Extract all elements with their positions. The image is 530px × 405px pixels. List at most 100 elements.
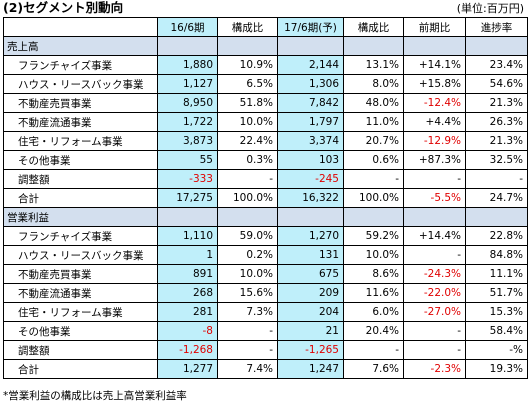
table-cell: 7,842 [277,93,344,113]
table-cell: 7.3% [217,302,278,322]
table-cell: 21 [277,321,344,341]
table-cell: 26.3% [465,112,528,132]
table-row: 不動産売買事業 891 10.0% 675 8.6% -24.3% 11.1% [3,264,528,284]
table-cell: 1,277 [157,359,218,379]
row-label: その他事業 [3,321,158,341]
table-cell: -12.9% [403,131,466,151]
table-cell: 2,144 [277,55,344,75]
row-label: 不動産売買事業 [3,93,158,113]
table-cell: 15.6% [217,283,278,303]
table-cell: - [343,169,404,189]
table-cell: 131 [277,245,344,265]
table-cell: 100.0% [217,188,278,208]
table-cell: 48.0% [343,93,404,113]
table-row: 不動産流通事業 1,722 10.0% 1,797 11.0% +4.4% 26.3% [3,112,528,132]
table-cell: 17,275 [157,188,218,208]
col-header-progress: 進捗率 [465,17,528,37]
header-row: 16/6期 構成比 17/6期(予) 構成比 前期比 進捗率 [3,17,528,37]
table-cell: 7.4% [217,359,278,379]
table-cell: -5.5% [403,188,466,208]
table-cell: 1,722 [157,112,218,132]
table-cell: -22.0% [403,283,466,303]
table-cell: 22.8% [465,226,528,246]
table-cell: 54.6% [465,74,528,94]
table-cell: 103 [277,150,344,170]
col-header-yoy: 前期比 [403,17,466,37]
table-cell: +4.4% [403,112,466,132]
table-cell: - [343,340,404,360]
table-row: その他事業 -8-21 20.4% -58.4% [3,321,528,341]
table-cell: - [403,245,466,265]
row-label: 合計 [3,359,158,379]
table-cell: 204 [277,302,344,322]
col-header-fy17-forecast: 17/6期(予) [277,17,344,37]
col-header-ratio-fy16: 構成比 [217,17,278,37]
row-label: フランチャイズ事業 [3,226,158,246]
table-row: 合計 1,277 7.4% 1,247 7.6% -2.3% 19.3% [3,359,528,379]
table-row: ハウス・リースバック事業 1 0.2% 131 10.0% -84.8% [3,245,528,265]
table-cell: 10.0% [343,245,404,265]
table-cell: 19.3% [465,359,528,379]
row-label: その他事業 [3,150,158,170]
table-cell: 1,127 [157,74,218,94]
table-cell: 8.6% [343,264,404,284]
table-cell: - [403,321,466,341]
table-cell: 21.3% [465,131,528,151]
table-cell: 209 [277,283,344,303]
table-cell: -1,265 [277,340,344,360]
table-cell: 675 [277,264,344,284]
table-cell: 20.7% [343,131,404,151]
table-cell: 6.0% [343,302,404,322]
table-cell: 1,247 [277,359,344,379]
table-row: その他事業 55 0.3% 103 0.6% +87.3% 32.5% [3,150,528,170]
table-cell: 10.0% [217,264,278,284]
row-label: 住宅・リフォーム事業 [3,302,158,322]
col-header-ratio-fy17: 構成比 [343,17,404,37]
table-cell: -27.0% [403,302,466,322]
section-cell [343,207,404,227]
table-cell: 16,322 [277,188,344,208]
table-cell: -12.4% [403,93,466,113]
row-label: 調整額 [3,169,158,189]
table-cell: 1,797 [277,112,344,132]
section-cell [403,207,466,227]
section-cell [157,36,218,56]
section-cell [157,207,218,227]
row-label: 調整額 [3,340,158,360]
table-cell: 10.0% [217,112,278,132]
section-label: 売上高 [3,36,158,56]
table-cell: -8 [157,321,218,341]
table-cell: 58.4% [465,321,528,341]
table-cell: 100.0% [343,188,404,208]
table-row: ハウス・リースバック事業 1,127 6.5% 1,306 8.0% +15.8% 54.6… [3,74,528,94]
table-row: 合計 17,275 100.0% 16,322 100.0% -5.5% 24.7% [3,188,528,208]
section-label: 営業利益 [3,207,158,227]
row-label: 住宅・リフォーム事業 [3,131,158,151]
section-cell [403,36,466,56]
table-cell: -245 [277,169,344,189]
row-label: 不動産流通事業 [3,112,158,132]
section-cell [277,207,344,227]
table-cell: 1,110 [157,226,218,246]
footnote: *営業利益の構成比は売上高営業利益率 [3,390,187,402]
table-cell: 281 [157,302,218,322]
section-row: 売上高 [3,36,528,56]
page-title: (2)セグメント別動向 [3,0,124,15]
table-row: 調整額 -1,268- -1,265- - -% [3,340,528,360]
header-corner [3,17,158,37]
table-cell: 0.2% [217,245,278,265]
table-cell: 0.6% [343,150,404,170]
table-row: 調整額 -333- -245- - - [3,169,528,189]
col-header-fy16: 16/6期 [157,17,218,37]
row-label: 不動産売買事業 [3,264,158,284]
table-row: 住宅・リフォーム事業 3,873 22.4% 3,374 20.7% -12.9% 21.3… [3,131,528,151]
table-cell: 0.3% [217,150,278,170]
table-cell: - [403,340,466,360]
table-cell: 1 [157,245,218,265]
table-cell: 13.1% [343,55,404,75]
table-body: 売上高 フランチャイズ事業 1,880 10.9% 2,144 13.1% +14.1% 23… [3,36,528,379]
table-cell: 11.0% [343,112,404,132]
table-cell: 7.6% [343,359,404,379]
table-cell: +14.1% [403,55,466,75]
table-cell: 15.3% [465,302,528,322]
